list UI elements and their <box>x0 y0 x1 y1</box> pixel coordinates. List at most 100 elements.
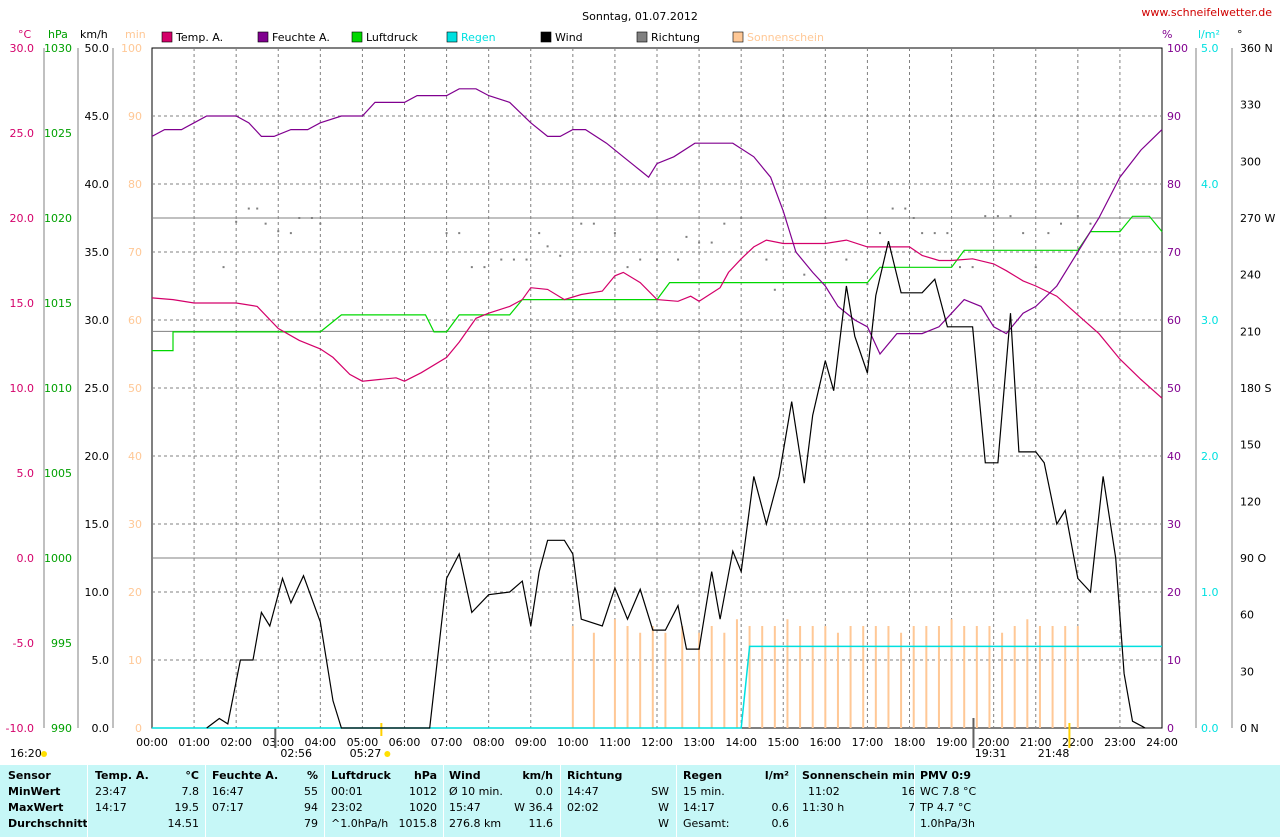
direction-point <box>470 266 473 269</box>
summary-panel: Sensor MinWert MaxWert Durchschnitt Temp… <box>0 765 1280 837</box>
x-tick-label: 01:00 <box>178 736 210 749</box>
humidity-tick-label: 10 <box>1167 654 1181 667</box>
sunshine-value-3 <box>884 816 917 832</box>
temp-tick-label: -5.0 <box>13 637 34 650</box>
pressure-min-value: 1012 <box>409 785 437 798</box>
direction-point <box>866 283 869 286</box>
legend-item: Luftdruck <box>351 31 418 44</box>
x-tick-label: 09:00 <box>515 736 547 749</box>
x-tick-label: 06:00 <box>389 736 421 749</box>
direction-tick-label: 300 <box>1240 155 1261 168</box>
temp-avg-time <box>93 816 160 832</box>
sunshine-tick-label: 60 <box>128 314 142 327</box>
direction-tick-label: 150 <box>1240 439 1261 452</box>
wind-tick-label: 40.0 <box>85 178 110 191</box>
temperature-line <box>151 239 1163 399</box>
direction-point <box>996 215 999 218</box>
direction-point <box>538 232 541 235</box>
sunshine-value-2: 7 <box>908 801 916 814</box>
direction-min-value: SW <box>651 785 669 798</box>
x-tick-label: 17:00 <box>852 736 884 749</box>
moonrise-time-label: 02:56 <box>280 747 312 760</box>
direction-tick-label: 30 <box>1240 665 1254 678</box>
rain-tick-label: 2.0 <box>1201 450 1219 463</box>
temp-max-time: 14:17 <box>95 801 127 814</box>
humidity-max-time: 07:17 <box>212 801 244 814</box>
direction-tick-label: 270 W <box>1240 212 1275 225</box>
summary-pmv: PMV 0:9 WC 7.8 °C TP 4.7 °C 1.0hPa/3h <box>918 768 1018 832</box>
pressure-max-value: 1020 <box>409 801 437 814</box>
direction-point <box>984 215 987 218</box>
pressure-max-time: 23:02 <box>331 801 363 814</box>
rain-tick-label: 5.0 <box>1201 42 1219 55</box>
direction-point <box>1022 232 1025 235</box>
direction-tick-label: 210 <box>1240 325 1261 338</box>
humidity-line <box>151 88 1163 356</box>
direction-point <box>891 207 894 210</box>
sunshine-tick-label: 100 <box>121 42 142 55</box>
summary-sunshine: Sonnenschein min 11:02 16 11:30 h 7 <box>800 768 915 832</box>
temp-head: Temp. A. <box>95 769 149 782</box>
humidity-min-value: 55 <box>304 785 318 798</box>
humidity-tick-label: 70 <box>1167 246 1181 259</box>
x-tick-label: 11:00 <box>599 736 631 749</box>
direction-point <box>656 258 658 261</box>
direction-point <box>277 230 280 233</box>
legend-item: Wind <box>540 31 583 44</box>
temp-tick-label: 25.0 <box>10 127 35 140</box>
pressure-tick-label: 1010 <box>44 382 72 395</box>
wind-tick-label: 5.0 <box>92 654 110 667</box>
direction-point <box>946 232 949 235</box>
x-tick-label: 24:00 <box>1146 736 1178 749</box>
direction-point <box>912 217 915 219</box>
summary-divider <box>87 765 88 837</box>
direction-point <box>256 207 259 210</box>
pressure-tick-label: 1000 <box>44 552 72 565</box>
sunshine-time-2: 11:30 h <box>802 801 845 814</box>
direction-head: Richtung <box>567 769 623 782</box>
direction-avg-value: W <box>658 817 669 830</box>
summary-temp: Temp. A. °C 23:47 7.8 14:17 19.5 14.51 <box>93 768 201 832</box>
legend-label: Temp. A. <box>175 31 223 44</box>
legend-item: Sonnenschein <box>732 31 824 44</box>
direction-tick-label: 90 O <box>1240 552 1266 565</box>
legend-label: Luftdruck <box>366 31 418 44</box>
x-tick-label: 20:00 <box>978 736 1010 749</box>
direction-point <box>740 217 743 219</box>
direction-point <box>512 258 515 261</box>
direction-point <box>458 232 461 235</box>
wind-tick-label: 10.0 <box>85 586 110 599</box>
humidity-unit: % <box>306 769 318 782</box>
sunshine-tick-label: 40 <box>128 450 142 463</box>
rain-unit: l/m² <box>764 769 789 782</box>
legend-swatch <box>540 31 552 43</box>
direction-point <box>803 273 806 276</box>
legend-swatch <box>351 31 363 43</box>
humidity-unit-label: % <box>1162 28 1172 41</box>
summary-wind: Wind km/h Ø 10 min. 0.0 15:47 W 36.4 276.8 … <box>447 768 555 832</box>
wind-tick-label: 20.0 <box>85 450 110 463</box>
pressure-avg-value: 1015.8 <box>398 817 438 830</box>
x-tick-label: 00:00 <box>136 736 168 749</box>
temp-max-value: 19.5 <box>174 801 200 814</box>
wind-tick-label: 0.0 <box>92 722 110 735</box>
sunshine-time-1: 11:02 <box>808 785 840 798</box>
temp-tick-label: -10.0 <box>6 722 34 735</box>
temp-tick-label: 5.0 <box>17 467 35 480</box>
pmv-tp: TP 4.7 °C <box>920 801 972 814</box>
legend-item: Regen <box>446 31 496 44</box>
direction-point <box>904 207 907 210</box>
humidity-tick-label: 50 <box>1167 382 1181 395</box>
pressure-unit: hPa <box>413 769 437 782</box>
direction-point <box>698 241 701 244</box>
humidity-head: Feuchte A. <box>212 769 279 782</box>
summary-direction: Richtung 14:47 SW 02:02 W W <box>565 768 671 832</box>
row-label-max: MaxWert <box>8 801 64 814</box>
direction-point <box>959 266 961 269</box>
direction-point <box>264 222 267 225</box>
direction-max-time: 02:02 <box>567 801 599 814</box>
rain-tick-label: 1.0 <box>1201 586 1219 599</box>
summary-divider <box>676 765 677 837</box>
rain-tick-label: 0.0 <box>1201 722 1219 735</box>
summary-divider <box>795 765 796 837</box>
